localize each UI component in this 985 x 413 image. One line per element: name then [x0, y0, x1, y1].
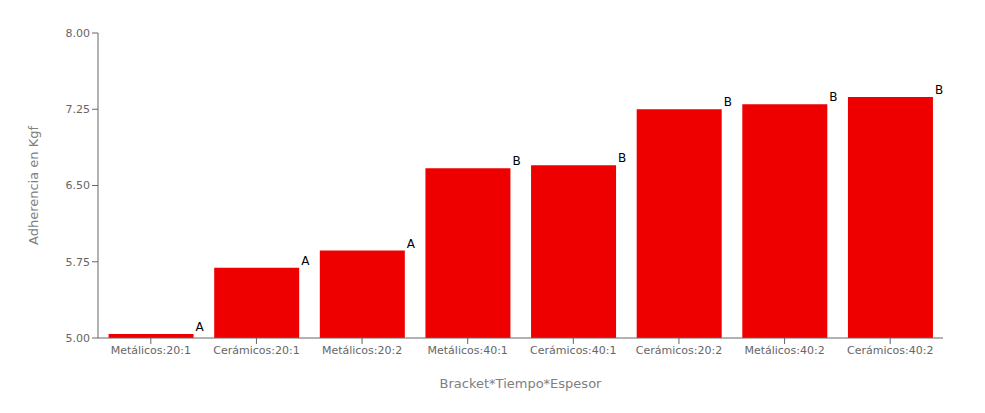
svg-text:B: B	[724, 95, 732, 109]
svg-text:Cerámicos:40:1: Cerámicos:40:1	[530, 344, 616, 357]
svg-text:B: B	[512, 154, 520, 168]
svg-text:A: A	[301, 254, 310, 268]
svg-text:8.00: 8.00	[66, 27, 91, 40]
svg-text:Cerámicos:20:2: Cerámicos:20:2	[636, 344, 722, 357]
svg-text:A: A	[407, 237, 416, 251]
svg-text:Metálicos:20:1: Metálicos:20:1	[111, 344, 191, 357]
svg-text:B: B	[935, 83, 943, 97]
svg-text:Cerámicos:40:2: Cerámicos:40:2	[847, 344, 933, 357]
svg-text:Metálicos:20:2: Metálicos:20:2	[322, 344, 402, 357]
svg-text:6.50: 6.50	[66, 179, 91, 192]
svg-text:5.00: 5.00	[66, 332, 91, 345]
svg-text:Adherencia en Kgf: Adherencia en Kgf	[26, 126, 41, 245]
svg-text:Metálicos:40:1: Metálicos:40:1	[428, 344, 508, 357]
svg-text:B: B	[829, 90, 837, 104]
svg-text:7.25: 7.25	[66, 103, 91, 116]
svg-text:Metálicos:40:2: Metálicos:40:2	[744, 344, 824, 357]
svg-text:5.75: 5.75	[66, 256, 91, 269]
svg-text:Cerámicos:20:1: Cerámicos:20:1	[213, 344, 299, 357]
svg-text:B: B	[618, 151, 626, 165]
svg-text:Bracket*Tiempo*Espesor: Bracket*Tiempo*Espesor	[440, 376, 603, 391]
svg-text:A: A	[196, 320, 205, 334]
